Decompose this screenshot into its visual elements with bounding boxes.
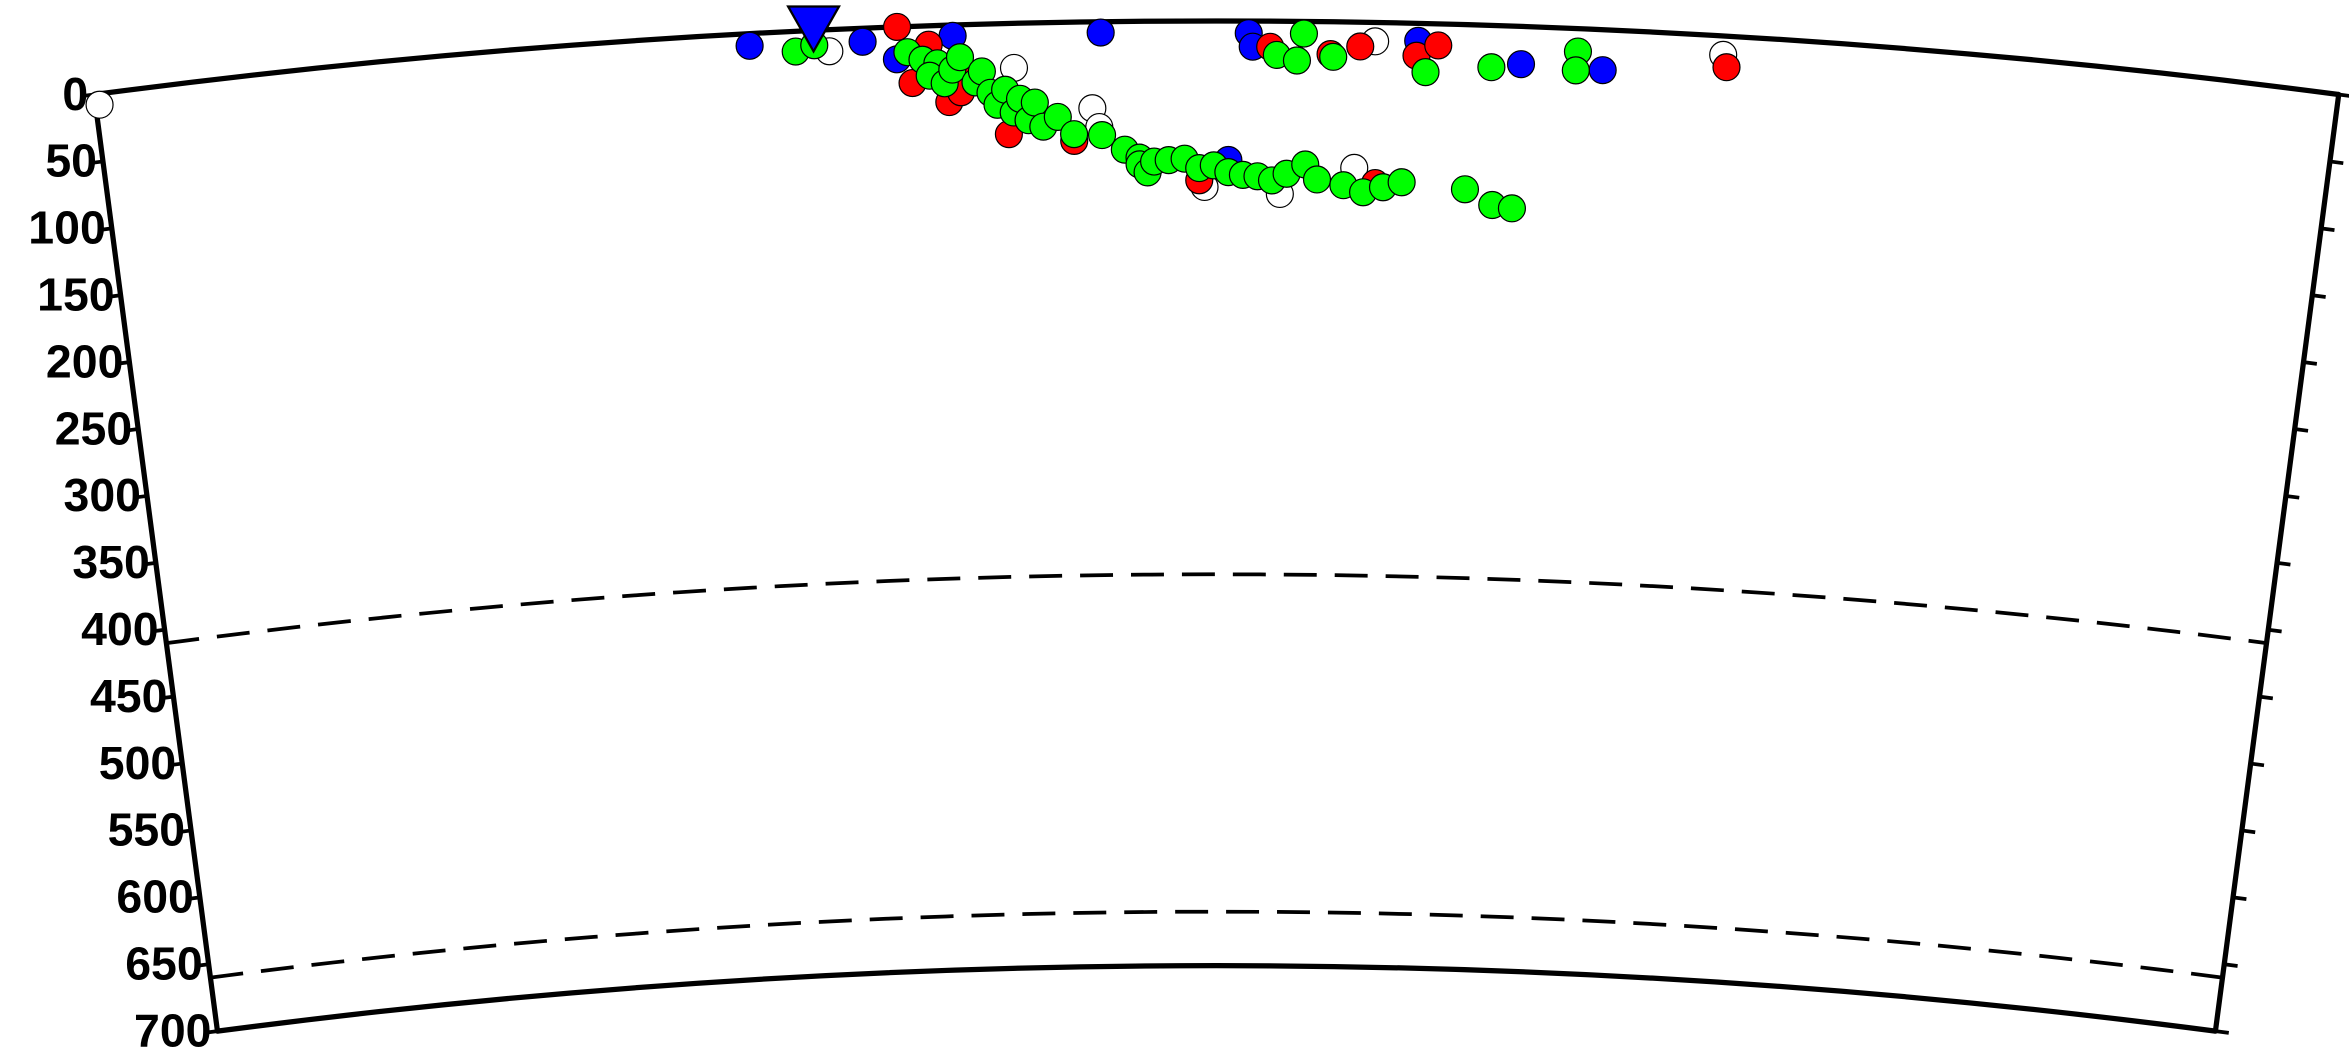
y-tick — [2294, 427, 2309, 433]
y-tick-label: 550 — [108, 804, 185, 856]
y-tick-label: 100 — [28, 202, 105, 254]
y-tick-label: 250 — [55, 402, 132, 454]
discontinuity-line — [166, 572, 2267, 645]
y-tick — [2215, 1029, 2230, 1035]
y-tick-label: 600 — [116, 871, 193, 923]
section-edge — [2212, 91, 2342, 1034]
event-marker — [1282, 46, 1312, 75]
y-tick — [177, 828, 192, 835]
section-edge — [91, 91, 221, 1034]
y-tick — [151, 627, 165, 634]
bottom-arc — [217, 963, 2216, 1034]
y-tick — [159, 694, 174, 701]
event-marker — [1506, 50, 1536, 79]
event-marker — [1043, 102, 1072, 132]
y-tick — [2259, 694, 2274, 701]
y-tick-label: 400 — [81, 603, 158, 655]
event-marker — [1561, 56, 1590, 85]
event-marker — [1302, 165, 1332, 194]
y-tick-label: 450 — [90, 670, 167, 722]
event-marker — [1346, 32, 1375, 61]
event-marker — [1712, 53, 1741, 82]
y-tick-label: 500 — [99, 737, 176, 789]
y-tick — [142, 560, 157, 567]
event-marker — [1319, 42, 1348, 71]
y-tick — [2320, 226, 2335, 232]
event-marker — [882, 12, 912, 41]
event-marker — [1387, 168, 1416, 197]
y-tick — [106, 293, 121, 299]
event-marker — [1087, 121, 1117, 150]
event-marker — [1424, 31, 1453, 60]
event-marker — [85, 90, 114, 119]
y-tick — [115, 360, 130, 366]
y-tick — [133, 494, 148, 500]
y-tick — [195, 962, 209, 968]
event-marker — [1060, 120, 1089, 149]
y-tick — [2338, 92, 2349, 98]
y-tick — [186, 895, 201, 901]
y-tick — [203, 1029, 218, 1035]
event-marker — [1477, 53, 1506, 82]
y-tick-label: 0 — [62, 68, 88, 120]
y-tick — [2329, 159, 2344, 166]
y-tick-label: 700 — [134, 1004, 211, 1056]
event-marker — [1450, 175, 1480, 204]
event-marker — [1086, 18, 1115, 47]
event-marker — [1020, 88, 1049, 117]
event-marker — [1497, 194, 1526, 223]
y-tick — [98, 226, 113, 232]
surface-arc — [93, 18, 2340, 98]
y-tick-label: 200 — [46, 335, 123, 387]
event-marker — [945, 43, 975, 72]
y-tick — [89, 159, 104, 166]
y-tick-label: 350 — [72, 536, 149, 588]
y-tick — [2241, 828, 2256, 835]
event-marker — [735, 31, 764, 60]
y-tick — [124, 427, 139, 433]
y-tick-label: 300 — [64, 469, 141, 521]
y-tick — [2232, 895, 2247, 901]
y-tick — [2223, 962, 2238, 968]
y-tick — [168, 761, 183, 768]
y-tick — [2250, 761, 2265, 768]
y-tick — [2268, 627, 2282, 634]
event-marker — [1289, 19, 1319, 48]
y-tick — [2276, 560, 2291, 567]
event-marker — [848, 27, 877, 56]
y-tick-label: 650 — [125, 938, 202, 990]
event-marker — [1588, 56, 1617, 85]
y-tick — [2285, 494, 2300, 500]
event-marker — [1411, 58, 1440, 87]
y-tick — [2303, 360, 2318, 366]
station-marker — [786, 5, 841, 54]
y-tick — [2312, 293, 2326, 299]
y-tick-label: 150 — [37, 268, 114, 320]
y-tick-label: 50 — [45, 135, 97, 187]
